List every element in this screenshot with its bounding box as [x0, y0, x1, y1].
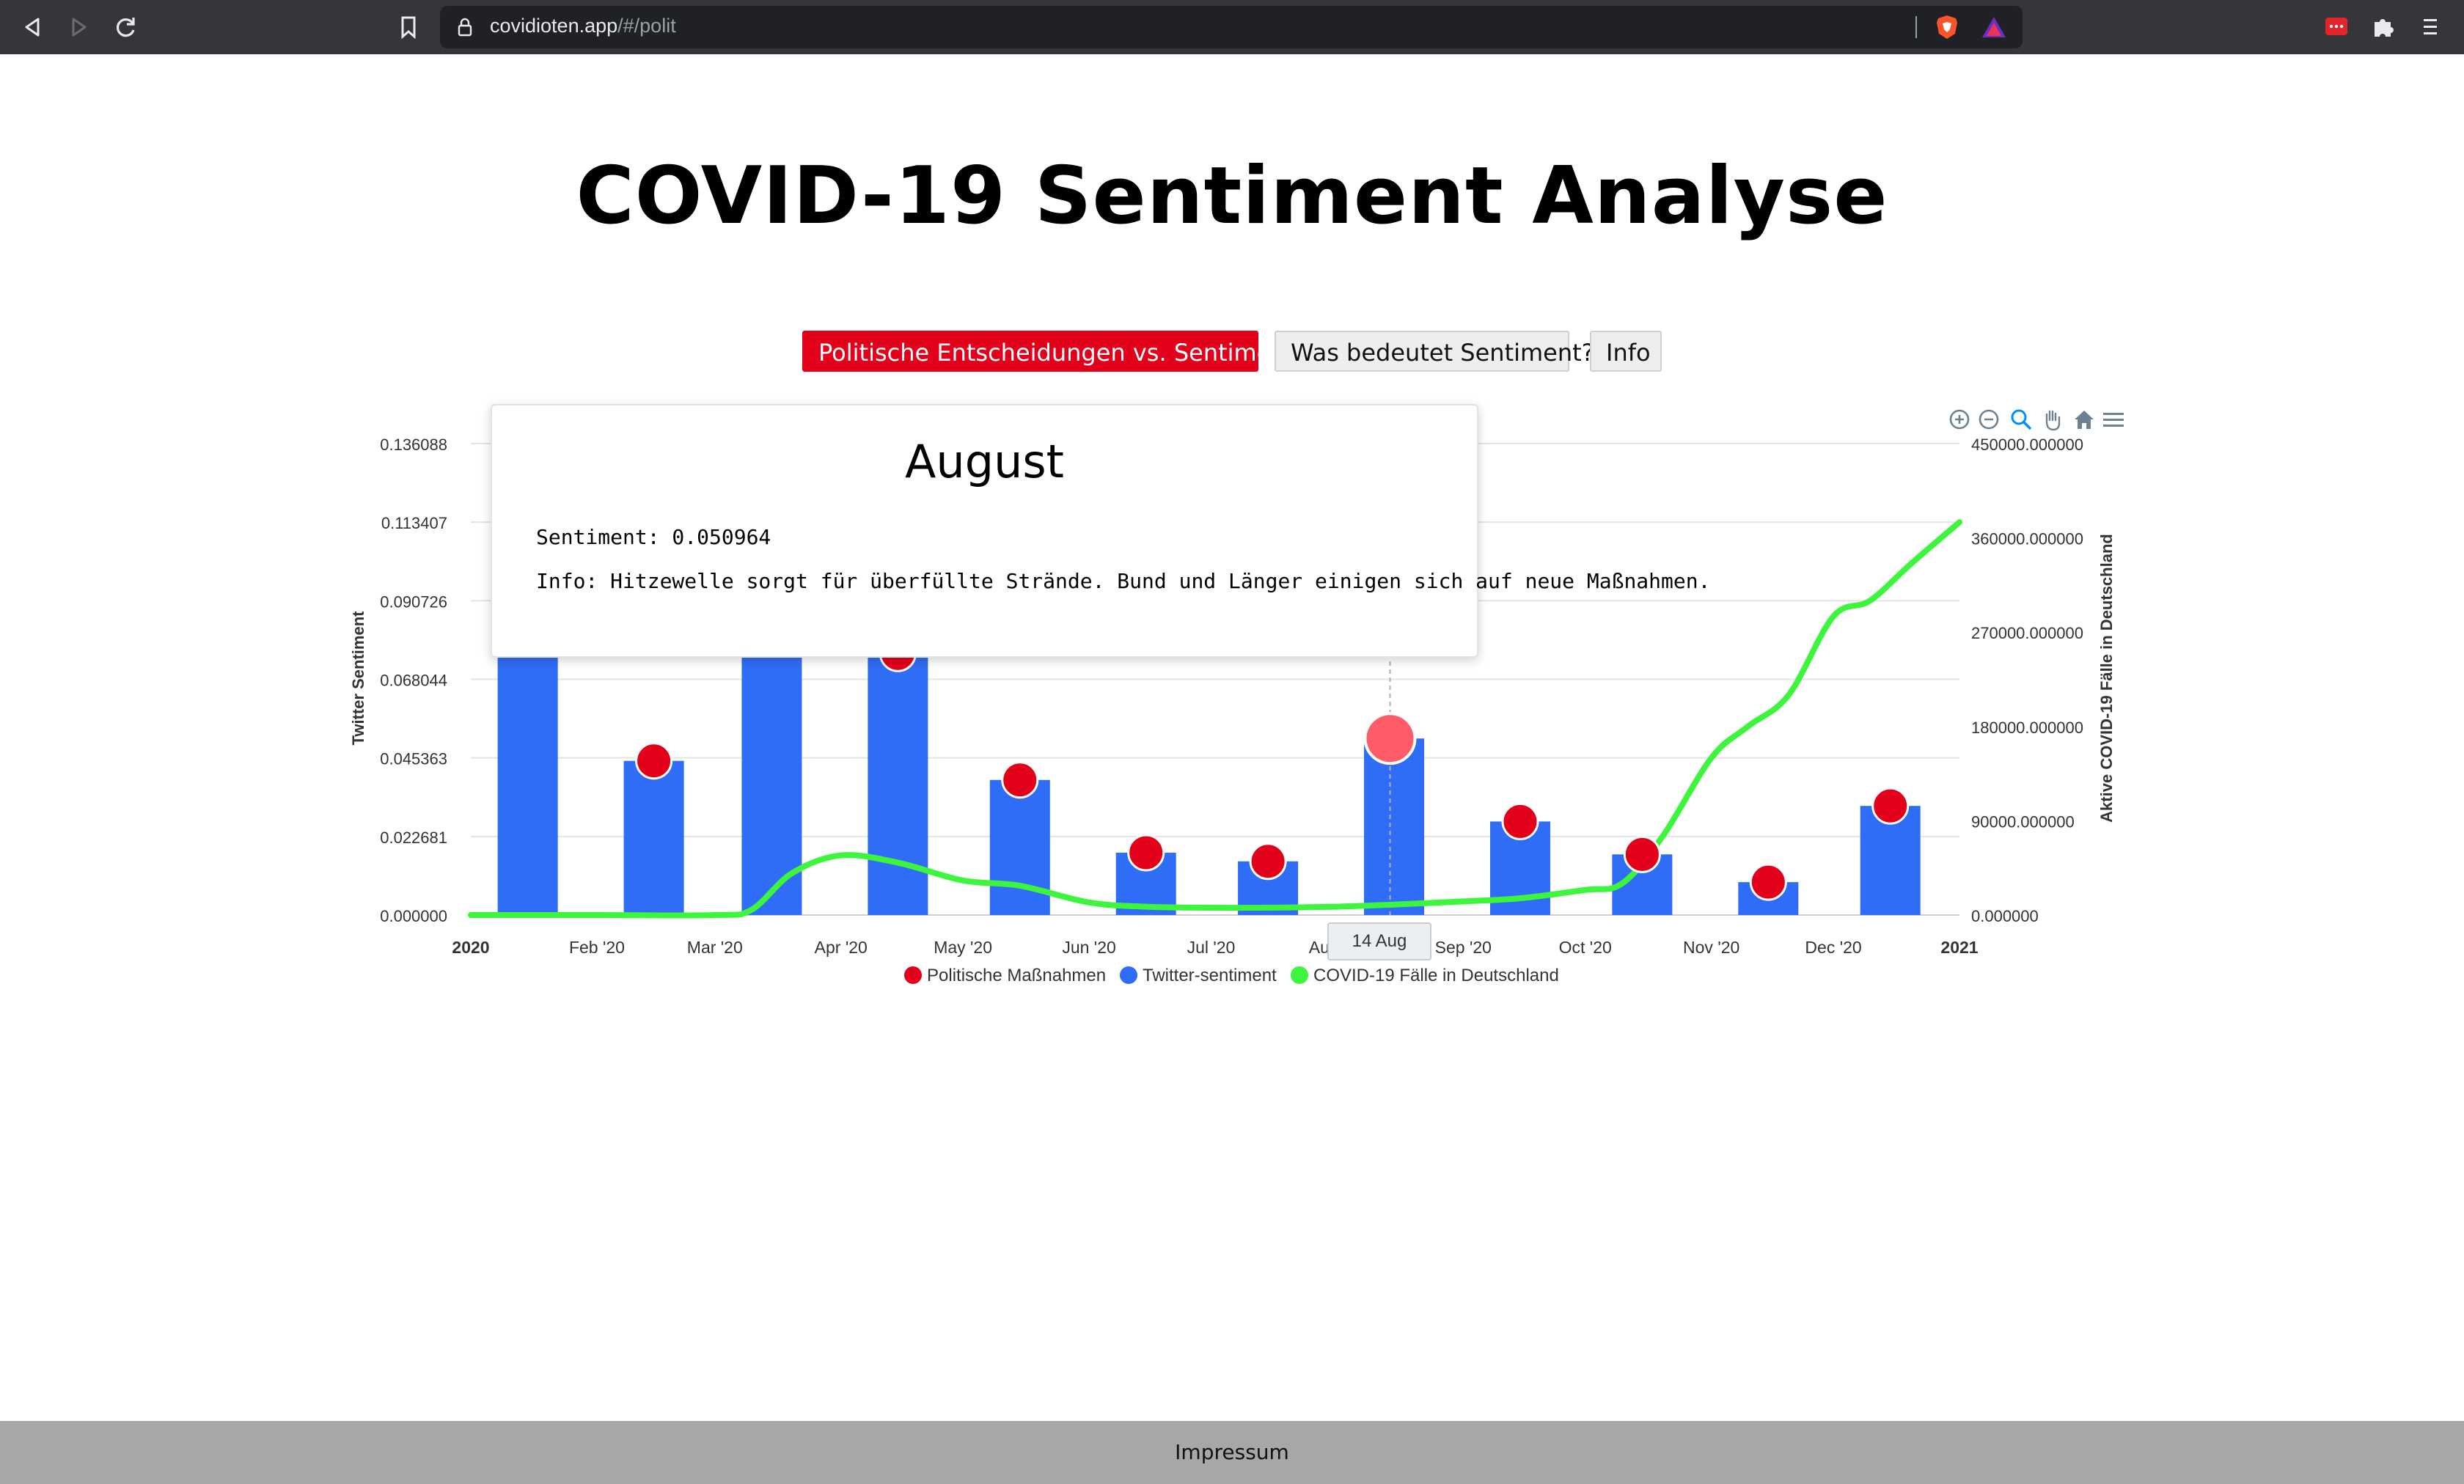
url-text: covidioten.app/#/polit — [490, 15, 676, 37]
legend-marker — [904, 966, 922, 984]
y-left-tick-label: 0.045363 — [380, 750, 447, 768]
crosshair-date-label: 14 Aug — [1327, 922, 1431, 960]
tab-was-bedeutet-sentiment[interactable]: Was bedeutet Sentiment? — [1275, 331, 1594, 372]
tooltip-sentiment: Sentiment: 0.050964 — [536, 525, 771, 549]
extensions-puzzle-icon[interactable] — [2367, 10, 2399, 43]
policy-marker[interactable] — [1623, 835, 1661, 873]
policy-marker[interactable] — [1501, 802, 1539, 840]
y-left-tick-label: 0.113407 — [381, 514, 447, 532]
bookmark-icon[interactable] — [392, 10, 425, 44]
y-right-axis-title: Aktive COVID-19 Fälle in Deutschland — [2097, 534, 2116, 823]
policy-marker[interactable] — [1363, 712, 1417, 765]
menu-icon[interactable] — [2101, 407, 2126, 432]
chart-tooltip: August Sentiment: 0.050964 Info: Hitzewe… — [491, 404, 1710, 658]
brave-shield-icon[interactable] — [1933, 13, 1961, 41]
covid-cases-line — [468, 519, 1962, 919]
zoom-in-icon[interactable] — [1947, 407, 1972, 432]
sentiment-bar[interactable] — [1364, 738, 1425, 915]
extension-red-icon[interactable] — [2320, 10, 2353, 43]
policy-marker[interactable] — [1001, 761, 1039, 799]
x-tick-label: 2020 — [452, 938, 489, 957]
y-right-tick-label: 90000.000000 — [1971, 812, 2075, 831]
legend-marker — [1120, 966, 1137, 984]
reload-icon[interactable] — [109, 10, 142, 44]
y-left-tick-label: 0.022681 — [380, 829, 447, 847]
y-right-tick-label: 360000.000000 — [1971, 530, 2083, 548]
zoom-out-icon[interactable] — [1976, 407, 2001, 432]
browser-menu-icon[interactable] — [2414, 10, 2446, 43]
legend-marker — [1291, 966, 1308, 984]
x-tick-label: Nov '20 — [1683, 938, 1739, 957]
legend-label[interactable]: COVID-19 Fälle in Deutschland — [1313, 966, 1559, 985]
legend-label[interactable]: Politische Maßnahmen — [927, 966, 1106, 985]
tab-politische-entscheidungen[interactable]: Politische Entscheidungen vs. Sentiment — [802, 331, 1295, 372]
footer: Impressum — [0, 1421, 2464, 1484]
forward-icon[interactable] — [62, 10, 95, 44]
tooltip-info: Info: Hitzewelle sorgt für überfüllte St… — [536, 569, 1711, 593]
sentiment-bar[interactable] — [989, 779, 1050, 915]
home-reset-icon[interactable] — [2072, 407, 2097, 432]
rewards-triangle-icon[interactable] — [1980, 15, 2008, 40]
policy-marker[interactable] — [1127, 834, 1165, 872]
x-tick-label: 2021 — [1940, 938, 1978, 957]
url-host: covidioten.app — [490, 15, 618, 37]
x-tick-label: May '20 — [934, 938, 992, 957]
y-right-tick-label: 180000.000000 — [1971, 719, 2083, 737]
policy-marker[interactable] — [1749, 863, 1787, 901]
sentiment-bar[interactable] — [868, 653, 928, 915]
y-left-tick-label: 0.136088 — [380, 436, 447, 454]
x-tick-label: Jun '20 — [1062, 938, 1115, 957]
divider — [1915, 16, 1917, 38]
url-path: /#/polit — [617, 15, 676, 37]
tooltip-title: August — [905, 435, 1064, 488]
sentiment-bar[interactable] — [623, 760, 684, 915]
impressum-link[interactable]: Impressum — [1175, 1440, 1289, 1464]
y-left-tick-label: 0.000000 — [380, 907, 447, 925]
selection-zoom-icon[interactable] — [2009, 407, 2034, 432]
policy-marker[interactable] — [1249, 842, 1287, 881]
y-left-tick-label: 0.068044 — [380, 672, 447, 690]
back-icon[interactable] — [16, 10, 50, 44]
y-left-tick-label: 0.090726 — [380, 592, 447, 611]
tab-info[interactable]: Info — [1590, 331, 1662, 372]
lock-icon — [458, 18, 472, 37]
x-tick-label: Dec '20 — [1805, 938, 1861, 957]
y-right-tick-label: 0.000000 — [1971, 907, 2039, 925]
y-right-tick-label: 450000.000000 — [1971, 436, 2083, 454]
x-tick-label: Jul '20 — [1187, 938, 1236, 957]
address-bar[interactable]: covidioten.app/#/polit — [440, 6, 2023, 48]
page-title: COVID-19 Sentiment Analyse — [576, 150, 1888, 242]
policy-marker[interactable] — [635, 742, 673, 780]
x-tick-label: Feb '20 — [569, 938, 625, 957]
y-right-tick-label: 270000.000000 — [1971, 624, 2083, 642]
x-tick-label: Apr '20 — [815, 938, 868, 957]
pan-hand-icon[interactable] — [2039, 407, 2064, 432]
x-tick-label: Mar '20 — [687, 938, 743, 957]
x-tick-label: Sep '20 — [1435, 938, 1492, 957]
policy-marker[interactable] — [1871, 787, 1910, 825]
legend-label[interactable]: Twitter-sentiment — [1143, 966, 1277, 985]
browser-toolbar: covidioten.app/#/polit — [0, 0, 2464, 54]
y-left-axis-title: Twitter Sentiment — [349, 611, 367, 746]
x-tick-label: Oct '20 — [1559, 938, 1612, 957]
